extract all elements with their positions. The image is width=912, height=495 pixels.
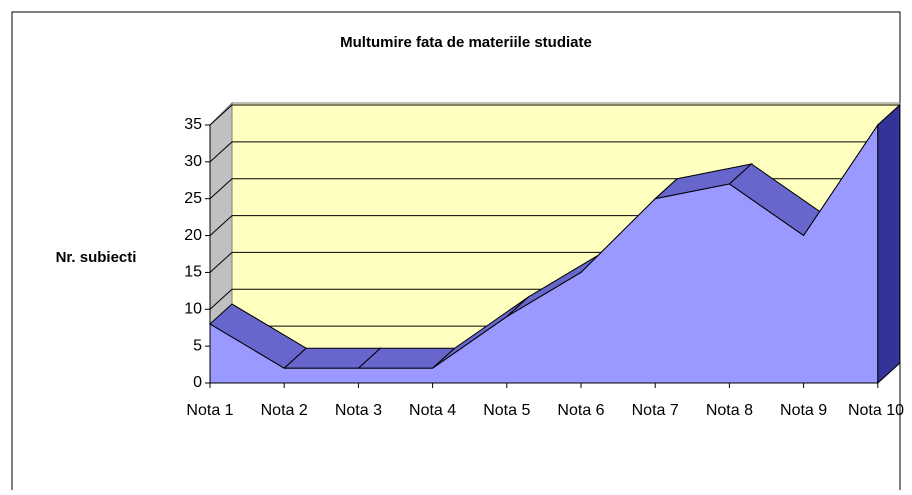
- y-tick-label: 5: [193, 337, 202, 354]
- y-tick-label: 25: [184, 190, 202, 207]
- x-tick-label: Nota 1: [186, 402, 233, 419]
- x-tick-label: Nota 3: [335, 402, 382, 419]
- y-tick-label: 30: [184, 153, 202, 170]
- x-tick-label: Nota 10: [848, 402, 904, 419]
- x-tick-label: Nota 9: [780, 402, 827, 419]
- y-tick-label: 10: [184, 301, 202, 318]
- x-tick-label: Nota 7: [632, 402, 679, 419]
- x-tick-label: Nota 8: [706, 402, 753, 419]
- x-tick-label: Nota 2: [261, 402, 308, 419]
- y-tick-label: 20: [184, 227, 202, 244]
- y-tick-label: 15: [184, 264, 202, 281]
- grid-line: [209, 141, 900, 163]
- y-tick-label: 35: [184, 116, 202, 133]
- chart-title: Multumire fata de materiile studiate: [340, 34, 592, 51]
- grid-line: [209, 104, 900, 126]
- y-tick-label: 0: [193, 374, 202, 391]
- x-tick-label: Nota 6: [557, 402, 604, 419]
- y-axis-label: Nr. subiecti: [56, 249, 137, 266]
- x-tick-label: Nota 5: [483, 402, 530, 419]
- area-end: [877, 103, 901, 385]
- x-tick-label: Nota 4: [409, 402, 456, 419]
